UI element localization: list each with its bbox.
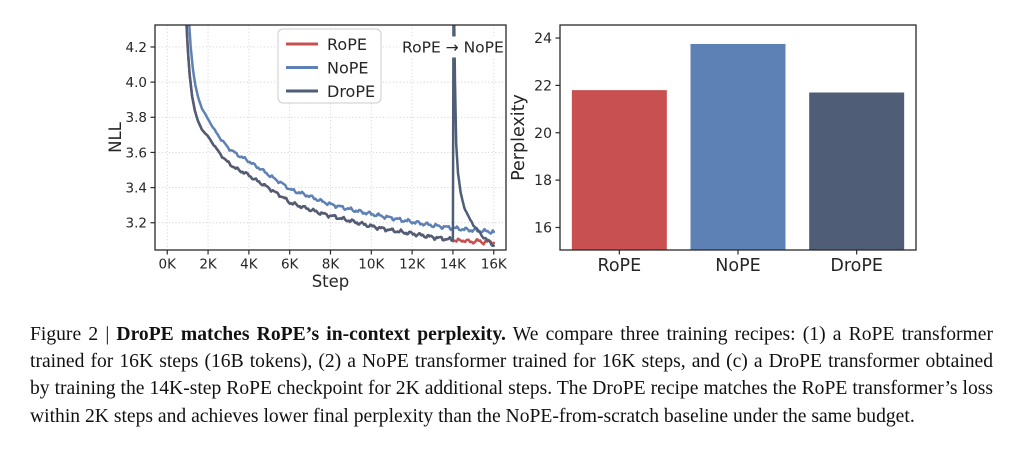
x-tick-label: 6K <box>281 257 300 273</box>
y-tick-label: 16 <box>534 221 552 237</box>
y-tick-label: 4.2 <box>126 40 147 56</box>
legend: RoPE NoPE DroPE <box>277 28 382 104</box>
y-tick-label: 3.6 <box>126 145 147 161</box>
category-label: DroPE <box>830 256 883 276</box>
y-tick-label: 22 <box>534 78 552 94</box>
bar-nope <box>690 43 786 250</box>
y-tick-label: 18 <box>534 173 552 189</box>
x-tick-label: 8K <box>322 257 341 273</box>
y-tick-label: 24 <box>534 31 552 47</box>
bar-drope <box>809 92 905 250</box>
y-tick-label: 3.2 <box>126 216 147 232</box>
drope-curve <box>185 25 496 248</box>
category-label: NoPE <box>715 256 760 276</box>
step-axis-label: Step <box>312 272 350 291</box>
perplexity-axis-label: Perplexity <box>509 94 529 181</box>
figure-caption-bold: DroPE matches RoPE’s in-context perplexi… <box>116 323 506 345</box>
x-tick-label: 0K <box>159 257 178 273</box>
x-tick-label: 14K <box>440 257 467 273</box>
nll-axis-label: NLL <box>106 121 125 153</box>
y-tick-label: 4.0 <box>126 75 147 91</box>
charts-figure: RoPE → NoPE RoPE NoPE DroPE 0K 2K 4K 6K 8K 10K 12K… <box>106 24 917 291</box>
x-tick-label: 2K <box>199 257 218 273</box>
x-tick-label: 16K <box>481 257 508 273</box>
figure-caption: Figure 2 | DroPE matches RoPE’s in-conte… <box>30 321 993 431</box>
y-tick-label: 3.4 <box>126 180 147 196</box>
figure-caption-prefix: Figure 2 | <box>30 323 117 345</box>
legend-label: DroPE <box>327 82 375 101</box>
rope-to-nope-annotation: RoPE → NoPE <box>399 36 506 58</box>
x-tick-label: 10K <box>358 257 385 273</box>
legend-label: RoPE <box>327 35 367 54</box>
x-tick-label: 12K <box>399 257 426 273</box>
legend-entry-nope: NoPE <box>286 58 369 77</box>
bar-rope <box>571 90 667 250</box>
y-tick-label: 3.8 <box>126 110 147 126</box>
x-tick-label: 4K <box>240 257 259 273</box>
nll-line-chart: RoPE → NoPE RoPE NoPE DroPE 0K 2K 4K 6K 8K 10K 12K… <box>106 24 508 291</box>
plot-area <box>185 25 496 248</box>
perplexity-bar-chart: 16 18 20 22 24 RoPE NoPE DroPE Perplexity <box>509 24 917 276</box>
legend-entry-rope: RoPE <box>286 35 367 54</box>
y-tick-label: 20 <box>534 126 552 142</box>
legend-entry-drope: DroPE <box>286 82 375 101</box>
annotation-label: RoPE → NoPE <box>402 39 504 57</box>
nope-curve <box>188 25 496 235</box>
category-label: RoPE <box>597 256 641 276</box>
figure-caption-body: We compare three training recipes: (1) a… <box>30 323 993 427</box>
legend-label: NoPE <box>327 58 369 77</box>
